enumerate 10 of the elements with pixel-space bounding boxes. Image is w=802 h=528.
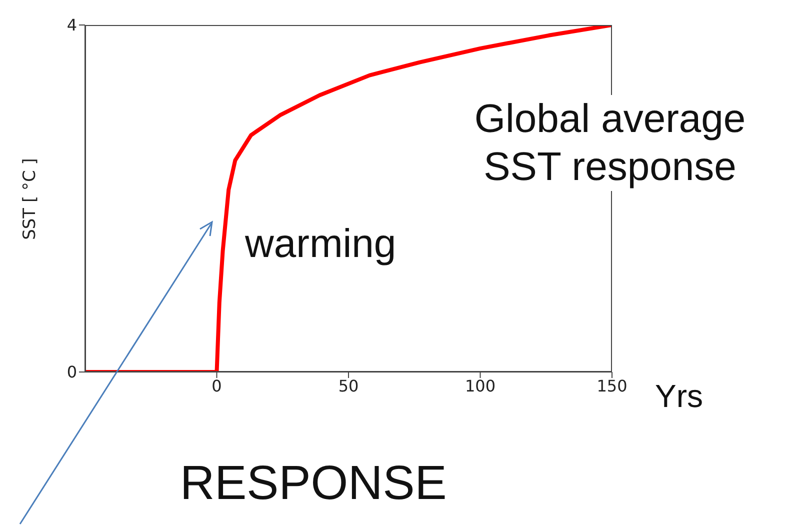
y-tick-label: 4 (66, 16, 77, 35)
annotation: Global average SST response (420, 95, 800, 191)
x-axis-title: Yrs (655, 378, 703, 415)
y-axis-title: SST [ °C ] (20, 158, 40, 240)
x-tick-label: 50 (338, 376, 359, 396)
annotation: warming (245, 221, 398, 268)
x-tick-label: 100 (464, 376, 496, 396)
x-tick-label: 150 (596, 376, 628, 396)
x-tick-label: 0 (212, 376, 222, 396)
text: RESPONSE (180, 456, 448, 512)
